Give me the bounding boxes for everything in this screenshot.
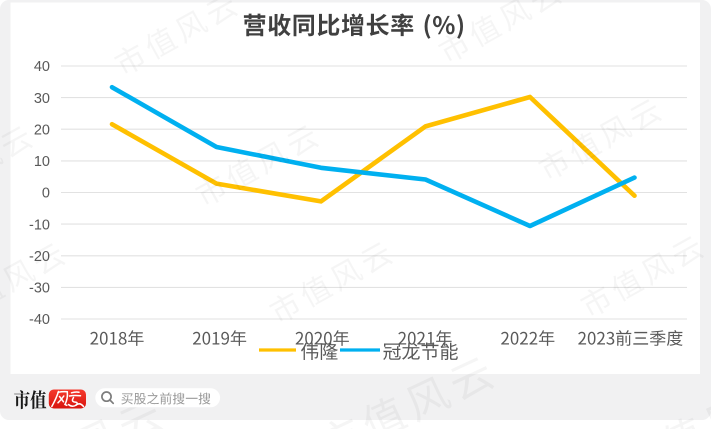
svg-text:-10: -10	[29, 217, 50, 233]
svg-text:10: 10	[34, 154, 50, 170]
svg-text:30: 30	[34, 91, 50, 107]
svg-text:-30: -30	[29, 281, 50, 297]
svg-text:-40: -40	[29, 312, 50, 328]
svg-text:0: 0	[42, 186, 50, 202]
svg-text:20: 20	[34, 122, 50, 138]
svg-text:40: 40	[34, 59, 50, 75]
